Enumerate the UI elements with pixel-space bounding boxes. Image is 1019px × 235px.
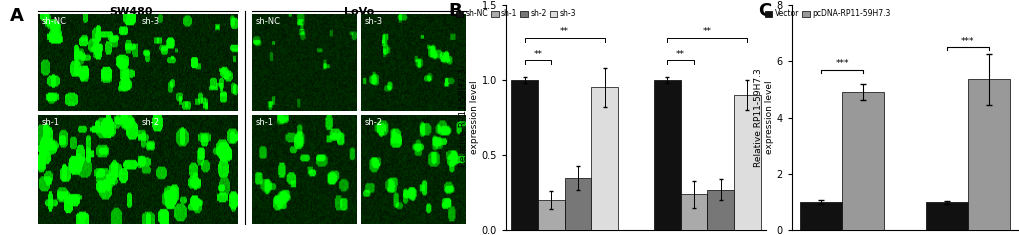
Bar bbox=[680, 194, 707, 230]
Bar bbox=[564, 178, 591, 230]
Legend: Vector, pcDNA-RP11-59H7.3: Vector, pcDNA-RP11-59H7.3 bbox=[761, 6, 893, 21]
Bar bbox=[799, 202, 841, 230]
Bar bbox=[967, 79, 1009, 230]
Text: SW480: SW480 bbox=[109, 7, 153, 17]
Text: **: ** bbox=[559, 27, 569, 36]
Y-axis label: Relative RP11-59H7.3
expression level: Relative RP11-59H7.3 expression level bbox=[459, 68, 478, 167]
Bar bbox=[537, 200, 564, 230]
Bar bbox=[841, 92, 883, 230]
Bar bbox=[707, 190, 734, 230]
Bar bbox=[734, 95, 760, 230]
Text: ***: *** bbox=[960, 37, 973, 46]
Text: sh-3: sh-3 bbox=[141, 17, 159, 26]
Text: **: ** bbox=[702, 27, 711, 36]
Text: ***: *** bbox=[835, 59, 848, 68]
Text: sh-2: sh-2 bbox=[364, 118, 382, 128]
Text: sh-NC: sh-NC bbox=[255, 17, 280, 26]
Text: sh-1: sh-1 bbox=[255, 118, 273, 128]
Text: A: A bbox=[10, 7, 23, 25]
Text: sh-1: sh-1 bbox=[42, 118, 59, 128]
Bar bbox=[511, 80, 537, 230]
Text: sh-2: sh-2 bbox=[141, 118, 159, 128]
Text: **: ** bbox=[533, 50, 542, 59]
Bar bbox=[925, 202, 967, 230]
Bar bbox=[653, 80, 680, 230]
Y-axis label: Relative RP11-59H7.3
expression level: Relative RP11-59H7.3 expression level bbox=[753, 68, 772, 167]
Text: LoVo: LoVo bbox=[343, 7, 374, 17]
Legend: sh-NC, sh-1, sh-2, sh-3: sh-NC, sh-1, sh-2, sh-3 bbox=[452, 6, 579, 21]
Text: sh-NC: sh-NC bbox=[42, 17, 66, 26]
Bar bbox=[591, 87, 618, 230]
Text: B: B bbox=[448, 2, 462, 20]
Text: **: ** bbox=[676, 50, 685, 59]
Text: sh-3: sh-3 bbox=[364, 17, 382, 26]
Text: C: C bbox=[757, 2, 770, 20]
